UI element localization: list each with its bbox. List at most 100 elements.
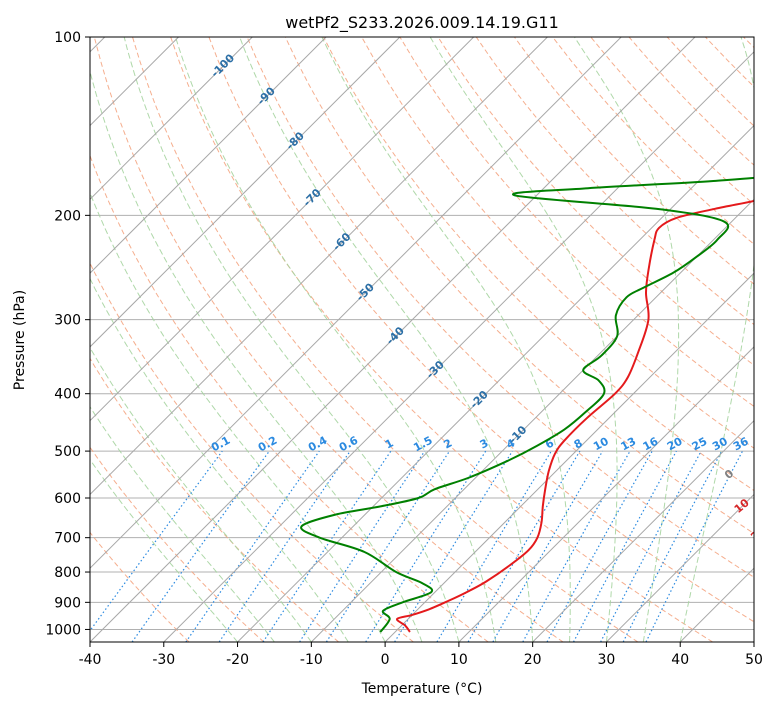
dry-adiabat (132, 37, 639, 642)
isotherm-label: -60 (330, 230, 353, 253)
mixing-ratio-label: 36 (731, 435, 751, 454)
isotherms (90, 37, 754, 642)
y-tick-label: 200 (54, 208, 81, 224)
moist-adiabats (90, 37, 754, 642)
mixing-ratio-label: 10 (591, 435, 611, 454)
plot-frame (89, 36, 755, 643)
moist-adiabat (90, 346, 312, 642)
y-tick-label: 400 (54, 387, 81, 403)
chart-title: wetPf2_S233.2026.009.14.19.G11 (285, 13, 559, 33)
mixing-ratio-label: 25 (690, 435, 710, 454)
mixing-ratio-line (131, 450, 270, 642)
y-tick-label: 600 (54, 491, 81, 507)
dry-adiabat (666, 37, 754, 127)
axes: -40 -30 -20 -10 0 10 20 30 40 5010020030040050060… (45, 30, 763, 668)
moist-adiabat (429, 37, 618, 642)
moist-adiabat (90, 69, 423, 642)
mixing-ratio-line (90, 450, 223, 632)
temperature-line (396, 199, 754, 633)
mixing-ratio-label: 13 (619, 435, 639, 454)
line-labels: 0.1 0.2 0.4 0.6 1 1.5 2 3 4 6 8 10 13 16 20 25 30 36-100-… (208, 51, 775, 606)
x-tick-label: -20 (226, 652, 249, 668)
dry-adiabat (628, 37, 754, 166)
wet-bulb-label: 40 (760, 586, 775, 606)
dry-adiabat (93, 37, 564, 642)
mixing-ratio-line (299, 450, 426, 642)
isotherm-label: -90 (255, 84, 278, 107)
dry-adiabat (208, 37, 754, 623)
isotherm (90, 37, 401, 348)
mixing-ratio-line (394, 450, 513, 642)
plot-area: 0.1 0.2 0.4 0.6 1 1.5 2 3 4 6 8 10 13 16 20 25 30 36-100-… (90, 37, 775, 642)
dry-adiabat (90, 154, 489, 642)
x-tick-label: 20 (524, 652, 542, 668)
x-tick-label: 40 (671, 652, 689, 668)
dry-adiabat (323, 37, 754, 492)
mixing-ratio-line (622, 450, 723, 642)
dry-adiabat (590, 37, 754, 206)
moist-adiabat (239, 37, 534, 642)
mixing-ratio-line (218, 450, 351, 642)
pressure-gridlines (90, 37, 754, 630)
isotherm (90, 37, 475, 422)
moist-adiabat (90, 405, 275, 642)
isotherm (90, 37, 253, 201)
wet-bulb-label: 20 (748, 523, 768, 543)
dry-adiabat (90, 357, 339, 642)
isotherm (458, 346, 754, 642)
mixing-ratio-line (262, 450, 392, 642)
mixing-ratio-lines (90, 450, 744, 642)
mixing-ratio-label: 2 (441, 436, 454, 451)
isotherm (753, 641, 754, 642)
moist-adiabat (123, 37, 460, 642)
x-axis-label: Temperature (°C) (361, 681, 483, 697)
isotherm (90, 37, 622, 569)
dry-adiabat (361, 37, 754, 449)
y-tick-label: 800 (54, 565, 81, 581)
y-tick-label: 700 (54, 531, 81, 547)
mixing-ratio-line (522, 450, 631, 642)
x-tick-label: -40 (79, 652, 102, 668)
y-tick-label: 300 (54, 313, 81, 329)
moist-adiabat (90, 277, 349, 642)
isotherm (606, 493, 754, 642)
mixing-ratio-label: 16 (641, 435, 661, 454)
isotherm (163, 51, 754, 642)
mixing-ratio-line (546, 450, 653, 642)
y-tick-label: 100 (54, 30, 81, 46)
x-tick-label: -30 (152, 652, 175, 668)
x-tick-label: 30 (598, 652, 616, 668)
moist-adiabat (90, 191, 386, 642)
mixing-ratio-label: 20 (665, 435, 685, 454)
dry-adiabat (170, 37, 713, 642)
y-tick-label: 500 (54, 444, 81, 460)
isotherm (679, 567, 754, 642)
wet-bulb-label: 30 (754, 555, 774, 575)
dry-adiabat (90, 531, 190, 642)
x-tick-label: 0 (381, 652, 390, 668)
isotherm (384, 272, 754, 642)
x-tick-label: -10 (300, 652, 323, 668)
y-axis-label: Pressure (hPa) (12, 290, 28, 390)
isotherm-label: -40 (384, 324, 407, 347)
mixing-ratio-label: 1 (383, 436, 396, 451)
data-series (300, 176, 754, 633)
dry-adiabats (90, 37, 754, 642)
isotherm (237, 124, 754, 642)
mixing-ratio-line (572, 450, 677, 642)
isotherm (532, 419, 754, 642)
mixing-ratio-line (436, 450, 552, 642)
mixing-ratio-label: 3 (478, 436, 491, 451)
dry-adiabat (90, 446, 265, 642)
dry-adiabat (90, 262, 414, 642)
x-tick-label: 50 (745, 652, 763, 668)
moist-adiabat (90, 458, 238, 642)
moist-adiabat (679, 37, 754, 642)
dry-adiabat (513, 37, 754, 285)
wet-bulb-label: 0 (722, 467, 736, 482)
mixing-ratio-line (467, 450, 581, 642)
dry-adiabat (552, 37, 754, 245)
isotherm (90, 37, 327, 274)
x-tick-label: 10 (450, 652, 468, 668)
